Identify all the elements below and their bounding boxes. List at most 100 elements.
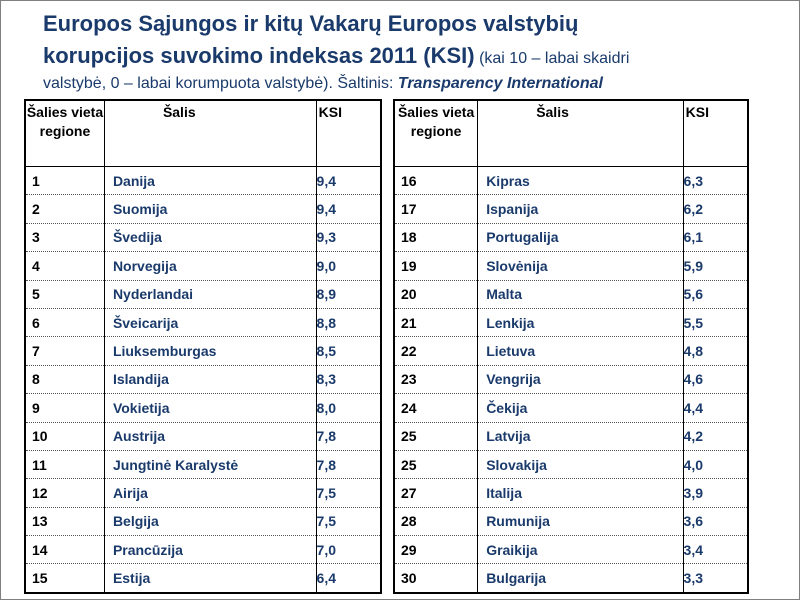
rank-cell: 10: [24, 422, 105, 451]
ksi-cell: 8,5: [315, 336, 382, 366]
ksi-cell: 8,8: [315, 308, 382, 338]
country-cell: Jungtinė Karalystė: [103, 450, 317, 480]
table-row: 16 Kipras 6,3: [393, 166, 749, 196]
rank-cell: 2: [24, 194, 105, 224]
header-country: Šalis: [477, 100, 684, 167]
table-row: 11 Jungtinė Karalystė 7,8: [24, 450, 382, 480]
table-row: 20 Malta 5,6: [393, 280, 749, 309]
table-row: 12 Airija 7,5: [24, 478, 382, 508]
ksi-cell: 6,3: [682, 166, 749, 196]
table-row: 15 Estija 6,4: [24, 563, 382, 593]
ksi-cell: 5,5: [682, 308, 749, 338]
table-row: 17 Ispanija 6,2: [393, 194, 749, 224]
country-cell: Prancūzija: [103, 535, 317, 565]
ksi-cell: 3,4: [682, 535, 749, 565]
rank-cell: 7: [24, 336, 105, 366]
header-rank: Šalies vieta regione: [393, 100, 479, 167]
table-row: 7 Liuksemburgas 8,5: [24, 336, 382, 366]
slide-title: Europos Sąjungos ir kitų Vakarų Europos …: [43, 9, 783, 95]
country-cell: Malta: [477, 280, 684, 309]
country-cell: Slovakija: [477, 450, 684, 480]
rank-cell: 24: [393, 393, 479, 423]
rank-cell: 27: [393, 478, 479, 508]
rank-cell: 13: [24, 507, 105, 537]
table-row: 3 Švedija 9,3: [24, 223, 382, 253]
rank-cell: 6: [24, 308, 105, 338]
title-line-2-note: (kai 10 – labai skaidri: [474, 50, 630, 67]
ksi-cell: 4,4: [682, 393, 749, 423]
table-row: 13 Belgija 7,5: [24, 507, 382, 537]
ksi-cell: 3,3: [682, 563, 749, 593]
rank-cell: 17: [393, 194, 479, 224]
table-row: 24 Čekija 4,4: [393, 393, 749, 423]
table-row: 4 Norvegija 9,0: [24, 251, 382, 281]
table-row: 8 Islandija 8,3: [24, 365, 382, 395]
rank-cell: 4: [24, 251, 105, 281]
rank-cell: 21: [393, 308, 479, 338]
ksi-cell: 5,6: [682, 280, 749, 309]
country-cell: Airija: [103, 478, 317, 508]
ksi-cell: 7,5: [315, 478, 382, 508]
ksi-table-right: Šalies vieta regione Šalis KSI 16 Kipras 6…: [393, 99, 749, 594]
table-row: 9 Vokietija 8,0: [24, 393, 382, 423]
table-row: 5 Nyderlandai 8,9: [24, 280, 382, 309]
table-header-row: Šalies vieta regione Šalis KSI: [393, 100, 749, 167]
country-cell: Ispanija: [477, 194, 684, 224]
source-name: Transparency International: [397, 75, 603, 92]
table-row: 22 Lietuva 4,8: [393, 336, 749, 366]
table-row: 29 Graikija 3,4: [393, 535, 749, 565]
country-cell: Austrija: [103, 422, 317, 451]
table-row: 14 Prancūzija 7,0: [24, 535, 382, 565]
rank-cell: 19: [393, 251, 479, 281]
table-row: 25 Slovakija 4,0: [393, 450, 749, 480]
country-cell: Čekija: [477, 393, 684, 423]
header-rank: Šalies vieta regione: [24, 100, 105, 167]
country-cell: Suomija: [103, 194, 317, 224]
rank-cell: 12: [24, 478, 105, 508]
ksi-cell: 7,8: [315, 422, 382, 451]
country-cell: Portugalija: [477, 223, 684, 253]
ksi-cell: 7,8: [315, 450, 382, 480]
ksi-cell: 8,3: [315, 365, 382, 395]
table-row: 27 Italija 3,9: [393, 478, 749, 508]
header-ksi: KSI: [682, 100, 749, 167]
table-row: 10 Austrija 7,8: [24, 422, 382, 451]
ksi-cell: 3,6: [682, 507, 749, 537]
title-line-1: Europos Sąjungos ir kitų Vakarų Europos …: [43, 11, 579, 36]
ksi-cell: 6,1: [682, 223, 749, 253]
table-row: 18 Portugalija 6,1: [393, 223, 749, 253]
header-country: Šalis: [103, 100, 317, 167]
rank-cell: 30: [393, 563, 479, 593]
rank-cell: 25: [393, 422, 479, 451]
country-cell: Šveicarija: [103, 308, 317, 338]
country-cell: Vokietija: [103, 393, 317, 423]
table-row: 30 Bulgarija 3,3: [393, 563, 749, 593]
ksi-cell: 9,3: [315, 223, 382, 253]
ksi-cell: 8,9: [315, 280, 382, 309]
table-row: 19 Slovėnija 5,9: [393, 251, 749, 281]
table-row: 25 Latvija 4,2: [393, 422, 749, 451]
table-row: 23 Vengrija 4,6: [393, 365, 749, 395]
rank-cell: 3: [24, 223, 105, 253]
ksi-cell: 4,2: [682, 422, 749, 451]
country-cell: Italija: [477, 478, 684, 508]
table-row: 28 Rumunija 3,6: [393, 507, 749, 537]
country-cell: Švedija: [103, 223, 317, 253]
country-cell: Islandija: [103, 365, 317, 395]
ksi-cell: 9,4: [315, 166, 382, 196]
ksi-cell: 7,0: [315, 535, 382, 565]
header-ksi: KSI: [315, 100, 382, 167]
title-line-3-text: valstybė, 0 – labai korumpuota valstybė)…: [43, 75, 398, 92]
rank-cell: 16: [393, 166, 479, 196]
ksi-cell: 6,2: [682, 194, 749, 224]
country-cell: Lenkija: [477, 308, 684, 338]
ksi-table-left: Šalies vieta regione Šalis KSI 1 Danija 9,…: [24, 99, 382, 594]
country-cell: Danija: [103, 166, 317, 196]
country-cell: Vengrija: [477, 365, 684, 395]
rank-cell: 8: [24, 365, 105, 395]
rank-cell: 5: [24, 280, 105, 309]
rank-cell: 14: [24, 535, 105, 565]
rank-cell: 29: [393, 535, 479, 565]
rank-cell: 9: [24, 393, 105, 423]
ksi-cell: 3,9: [682, 478, 749, 508]
